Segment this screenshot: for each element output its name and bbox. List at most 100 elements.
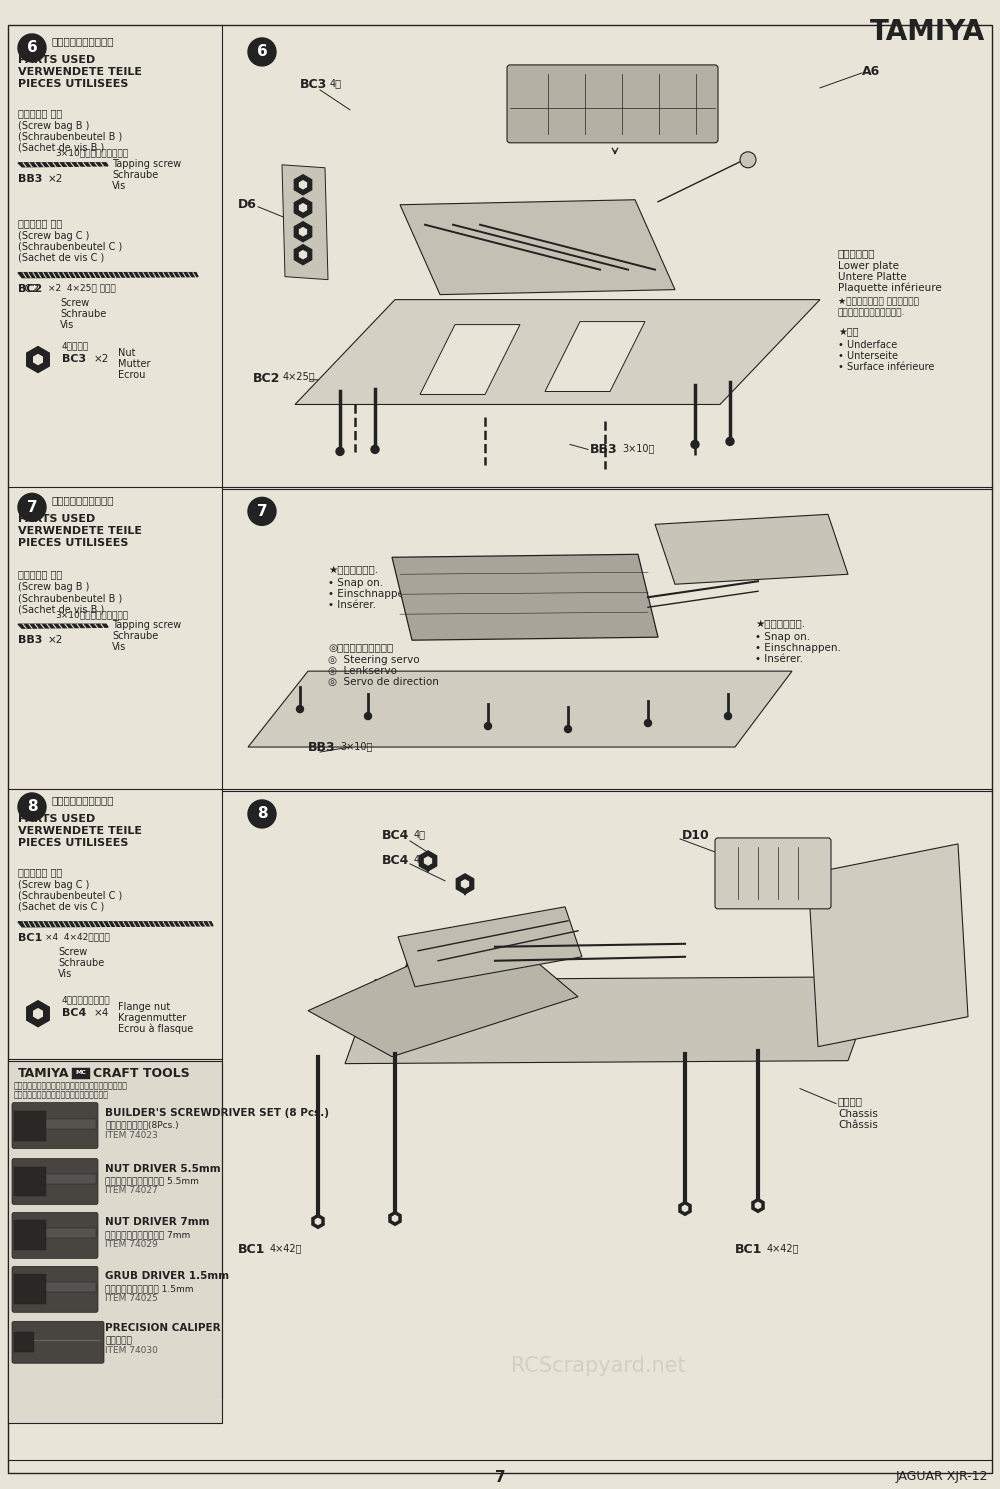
- Polygon shape: [300, 250, 306, 259]
- Text: 4㎜フランジナット: 4㎜フランジナット: [62, 996, 111, 1005]
- Text: BB3: BB3: [18, 636, 42, 645]
- Polygon shape: [400, 200, 675, 295]
- Text: 4㎜: 4㎜: [330, 77, 342, 88]
- Text: VERWENDETE TEILE: VERWENDETE TEILE: [18, 67, 142, 77]
- Text: BC3: BC3: [62, 353, 86, 363]
- Polygon shape: [282, 165, 328, 280]
- Polygon shape: [398, 907, 582, 987]
- Text: ロアプレート: ロアプレート: [838, 247, 876, 258]
- Text: Screw: Screw: [60, 298, 89, 308]
- Text: BB3: BB3: [18, 174, 42, 183]
- Text: PARTS USED: PARTS USED: [18, 55, 95, 66]
- Polygon shape: [248, 672, 792, 747]
- Text: • Einschnappen.: • Einschnappen.: [755, 643, 841, 654]
- Text: Vis: Vis: [58, 969, 72, 978]
- Text: 使い勝手がよく仕丁くりのための道具一式。各規格別: 使い勝手がよく仕丁くりのための道具一式。各規格別: [14, 1081, 128, 1090]
- Text: Tapping screw: Tapping screw: [112, 159, 181, 168]
- Circle shape: [18, 34, 46, 63]
- Text: Vis: Vis: [60, 320, 74, 329]
- Text: Untere Platte: Untere Platte: [838, 271, 907, 281]
- Text: BC4: BC4: [62, 1008, 86, 1017]
- Text: Lower plate: Lower plate: [838, 261, 899, 271]
- Text: PARTS USED: PARTS USED: [18, 814, 95, 823]
- Text: のこだわりがわかるタミヤのクラフトツール: のこだわりがわかるタミヤのクラフトツール: [14, 1090, 109, 1099]
- Text: ×2: ×2: [94, 353, 109, 363]
- Text: ドングリストドライバー 5.5mm: ドングリストドライバー 5.5mm: [105, 1176, 199, 1185]
- Text: ITEM 74029: ITEM 74029: [105, 1240, 158, 1249]
- Text: BB3: BB3: [590, 444, 618, 457]
- Polygon shape: [295, 299, 820, 405]
- Text: (Sachet de vis C ): (Sachet de vis C ): [18, 902, 104, 911]
- Text: • Einschnappen.: • Einschnappen.: [328, 590, 414, 599]
- Text: ◎  Lenkservo: ◎ Lenkservo: [328, 666, 397, 676]
- Circle shape: [484, 722, 492, 730]
- Text: BC2: BC2: [18, 283, 40, 293]
- Polygon shape: [545, 322, 645, 392]
- Text: ★押し込みます.: ★押し込みます.: [755, 619, 805, 630]
- Text: (Schraubenbeutel C ): (Schraubenbeutel C ): [18, 241, 122, 252]
- Text: 8: 8: [27, 800, 37, 814]
- Text: D6: D6: [238, 198, 257, 211]
- Text: シャーシ: シャーシ: [838, 1096, 863, 1106]
- Text: BC4: BC4: [382, 853, 409, 867]
- Bar: [14, 1166, 46, 1197]
- Bar: [14, 1221, 46, 1251]
- Circle shape: [364, 713, 372, 719]
- Text: ITEM 74025: ITEM 74025: [105, 1294, 158, 1303]
- Text: 4㎜ナット: 4㎜ナット: [62, 341, 89, 350]
- Polygon shape: [755, 1203, 761, 1209]
- Polygon shape: [345, 977, 878, 1063]
- Text: 6: 6: [27, 40, 37, 55]
- Bar: [46, 1228, 96, 1239]
- FancyBboxPatch shape: [715, 838, 831, 908]
- Text: 6: 6: [257, 45, 267, 60]
- Text: 8: 8: [257, 807, 267, 822]
- Circle shape: [18, 794, 46, 820]
- Bar: [46, 1282, 96, 1292]
- Bar: [72, 1068, 90, 1078]
- Circle shape: [740, 152, 756, 168]
- Text: Schraube: Schraube: [112, 631, 158, 642]
- Text: 4×42㎜: 4×42㎜: [767, 1243, 800, 1254]
- Text: （ビス袋詭 Ⓑ）: （ビス袋詭 Ⓑ）: [18, 569, 62, 579]
- Text: （ビス袋詭 Ⓑ）: （ビス袋詭 Ⓑ）: [18, 107, 62, 118]
- Polygon shape: [34, 1008, 42, 1018]
- Text: VERWENDETE TEILE: VERWENDETE TEILE: [18, 526, 142, 536]
- Polygon shape: [462, 880, 468, 887]
- Text: Plaquette inférieure: Plaquette inférieure: [838, 283, 942, 293]
- Text: PARTS USED: PARTS USED: [18, 514, 95, 524]
- Text: A6: A6: [862, 66, 880, 77]
- Circle shape: [248, 800, 276, 828]
- Text: Chassis: Chassis: [838, 1109, 878, 1118]
- Text: 4㎜: 4㎜: [414, 853, 426, 864]
- Text: PIECES UTILISEES: PIECES UTILISEES: [18, 838, 128, 847]
- Polygon shape: [300, 180, 306, 189]
- Circle shape: [644, 719, 652, 727]
- FancyBboxPatch shape: [12, 1102, 98, 1148]
- Text: • Underface: • Underface: [838, 339, 897, 350]
- Text: Vis: Vis: [112, 642, 126, 652]
- Circle shape: [336, 447, 344, 456]
- Polygon shape: [300, 228, 306, 235]
- Text: (Sachet de vis B ): (Sachet de vis B ): [18, 605, 104, 615]
- Text: PIECES UTILISEES: PIECES UTILISEES: [18, 539, 128, 548]
- Text: Mutter: Mutter: [118, 359, 150, 369]
- FancyBboxPatch shape: [507, 66, 718, 143]
- Text: GRUB DRIVER 1.5mm: GRUB DRIVER 1.5mm: [105, 1272, 229, 1282]
- Polygon shape: [419, 850, 437, 871]
- Text: NUT DRIVER 5.5mm: NUT DRIVER 5.5mm: [105, 1163, 221, 1173]
- Polygon shape: [27, 347, 49, 372]
- Text: ×4  4×42㎜皿ビス: ×4 4×42㎜皿ビス: [45, 932, 110, 943]
- Text: Nut: Nut: [118, 347, 136, 357]
- Text: BC1: BC1: [735, 1243, 762, 1257]
- Bar: [8, 1060, 222, 1423]
- Text: Ecrou: Ecrou: [118, 369, 145, 380]
- Text: ×4: ×4: [94, 1008, 109, 1017]
- Text: BC2: BC2: [18, 283, 42, 293]
- Bar: [46, 1118, 96, 1129]
- Text: (Screw bag C ): (Screw bag C ): [18, 880, 89, 890]
- Text: D10: D10: [682, 829, 710, 841]
- Text: ★下側: ★下側: [838, 328, 858, 338]
- Text: (Sachet de vis B ): (Sachet de vis B ): [18, 143, 104, 153]
- Text: ITEM 74030: ITEM 74030: [105, 1346, 158, 1355]
